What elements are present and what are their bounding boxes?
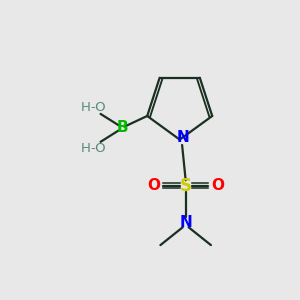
Text: -O: -O [91, 100, 106, 114]
Text: -O: -O [91, 142, 106, 155]
Text: O: O [211, 178, 224, 193]
Text: O: O [147, 178, 161, 193]
Text: N: N [179, 215, 192, 230]
Text: B: B [116, 120, 128, 135]
Text: S: S [180, 177, 192, 195]
Text: N: N [177, 130, 190, 145]
Text: H: H [81, 100, 91, 114]
Text: H: H [81, 142, 91, 155]
